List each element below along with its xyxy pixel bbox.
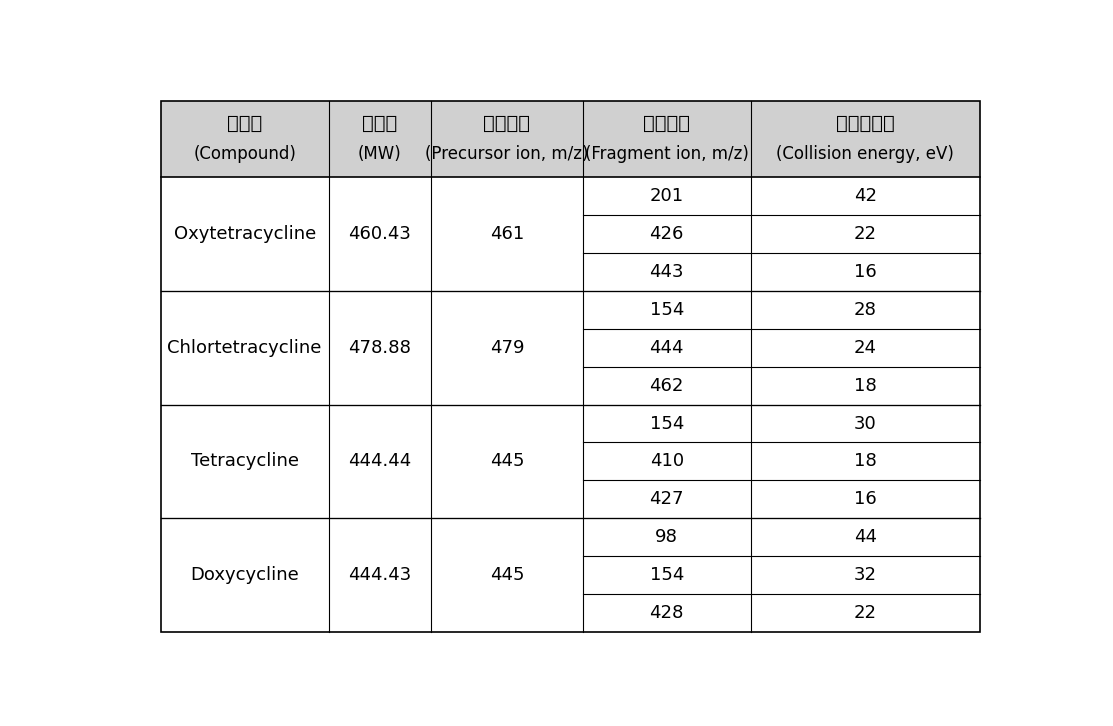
Text: 154: 154 (650, 566, 683, 584)
Bar (160, 291, 981, 404)
Text: (Precursor ion, m/z): (Precursor ion, m/z) (425, 145, 589, 163)
Text: 22: 22 (854, 225, 877, 243)
Text: 444.44: 444.44 (348, 452, 412, 470)
Text: 443: 443 (650, 263, 684, 281)
Text: Oxytetracycline: Oxytetracycline (174, 225, 316, 243)
Text: 28: 28 (854, 301, 877, 319)
Text: 충돌에너지: 충돌에너지 (836, 115, 895, 134)
Text: 427: 427 (650, 490, 684, 508)
Text: 462: 462 (650, 377, 683, 395)
Text: Chlortetracycline: Chlortetracycline (167, 338, 322, 356)
Text: Doxycycline: Doxycycline (190, 566, 299, 584)
Text: 410: 410 (650, 452, 683, 470)
Text: 30: 30 (854, 415, 877, 433)
Text: 444: 444 (650, 338, 684, 356)
Text: Tetracycline: Tetracycline (190, 452, 298, 470)
Bar (160, 177, 981, 291)
Bar (160, 404, 981, 518)
Text: (Collision energy, eV): (Collision energy, eV) (777, 145, 954, 163)
Text: 24: 24 (854, 338, 877, 356)
Text: 460.43: 460.43 (348, 225, 412, 243)
Text: 16: 16 (854, 263, 877, 281)
Text: 32: 32 (854, 566, 877, 584)
Bar (160, 518, 981, 632)
Text: 물질명: 물질명 (227, 115, 263, 134)
Text: 22: 22 (854, 604, 877, 622)
Text: 479: 479 (490, 338, 524, 356)
Text: (MW): (MW) (358, 145, 402, 163)
Text: 44: 44 (854, 529, 877, 547)
Text: 선구이온: 선구이온 (483, 115, 531, 134)
Text: 445: 445 (490, 566, 524, 584)
Text: 444.43: 444.43 (348, 566, 412, 584)
Bar (160, 101, 981, 177)
Text: 201: 201 (650, 187, 683, 205)
Text: 428: 428 (650, 604, 683, 622)
Text: 154: 154 (650, 301, 683, 319)
Text: 445: 445 (490, 452, 524, 470)
Text: 18: 18 (854, 377, 877, 395)
Text: 분자량: 분자량 (362, 115, 397, 134)
Text: (Compound): (Compound) (194, 145, 296, 163)
Text: (Fragment ion, m/z): (Fragment ion, m/z) (584, 145, 749, 163)
Text: 16: 16 (854, 490, 877, 508)
Text: 426: 426 (650, 225, 683, 243)
Text: 154: 154 (650, 415, 683, 433)
Text: 18: 18 (854, 452, 877, 470)
Text: 478.88: 478.88 (348, 338, 412, 356)
Text: 토막이온: 토막이온 (643, 115, 690, 134)
Text: 98: 98 (656, 529, 678, 547)
Text: 461: 461 (490, 225, 524, 243)
Text: 42: 42 (854, 187, 877, 205)
